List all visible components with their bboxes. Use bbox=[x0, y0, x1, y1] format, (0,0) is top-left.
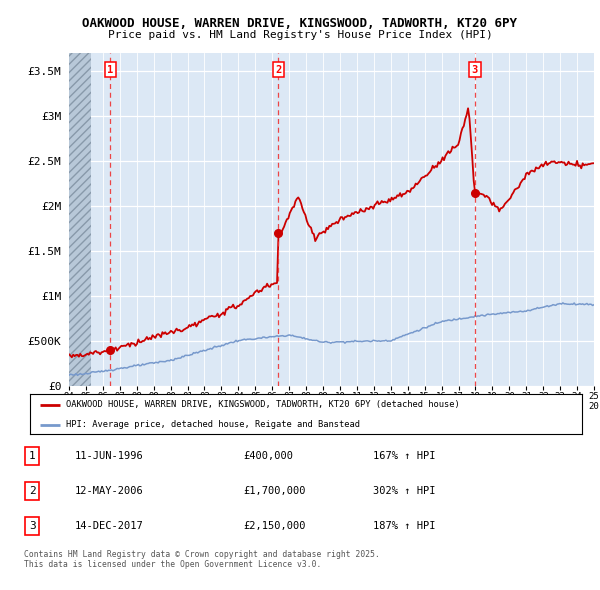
Text: 1: 1 bbox=[107, 65, 113, 75]
Text: 14-DEC-2017: 14-DEC-2017 bbox=[74, 521, 143, 531]
Text: HPI: Average price, detached house, Reigate and Banstead: HPI: Average price, detached house, Reig… bbox=[66, 420, 360, 430]
Text: OAKWOOD HOUSE, WARREN DRIVE, KINGSWOOD, TADWORTH, KT20 6PY: OAKWOOD HOUSE, WARREN DRIVE, KINGSWOOD, … bbox=[83, 17, 517, 30]
Text: 167% ↑ HPI: 167% ↑ HPI bbox=[373, 451, 436, 461]
Bar bbox=[69, 53, 91, 386]
Text: Contains HM Land Registry data © Crown copyright and database right 2025.
This d: Contains HM Land Registry data © Crown c… bbox=[24, 550, 380, 569]
Text: 3: 3 bbox=[472, 65, 478, 75]
Text: OAKWOOD HOUSE, WARREN DRIVE, KINGSWOOD, TADWORTH, KT20 6PY (detached house): OAKWOOD HOUSE, WARREN DRIVE, KINGSWOOD, … bbox=[66, 400, 460, 409]
Text: £1,700,000: £1,700,000 bbox=[244, 486, 306, 496]
Text: 2: 2 bbox=[275, 65, 281, 75]
Text: 3: 3 bbox=[29, 521, 35, 531]
Text: £2,150,000: £2,150,000 bbox=[244, 521, 306, 531]
Text: Price paid vs. HM Land Registry's House Price Index (HPI): Price paid vs. HM Land Registry's House … bbox=[107, 30, 493, 40]
Text: 2: 2 bbox=[29, 486, 35, 496]
Text: £400,000: £400,000 bbox=[244, 451, 293, 461]
Text: 1: 1 bbox=[29, 451, 35, 461]
Text: 302% ↑ HPI: 302% ↑ HPI bbox=[373, 486, 436, 496]
Text: 11-JUN-1996: 11-JUN-1996 bbox=[74, 451, 143, 461]
Text: 187% ↑ HPI: 187% ↑ HPI bbox=[373, 521, 436, 531]
Text: 12-MAY-2006: 12-MAY-2006 bbox=[74, 486, 143, 496]
